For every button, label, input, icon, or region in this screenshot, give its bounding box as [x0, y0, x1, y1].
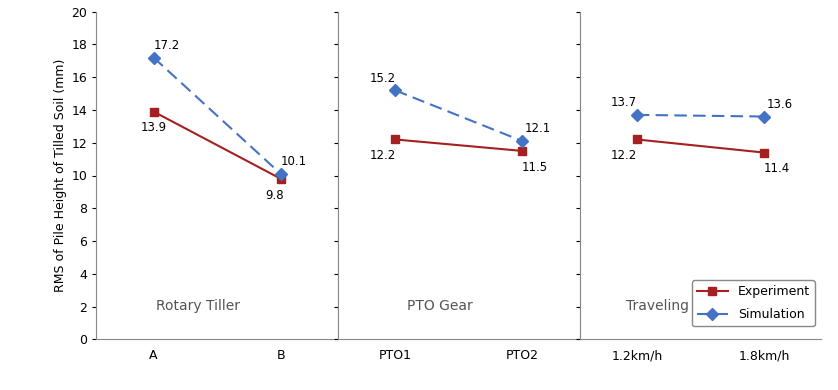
Text: 15.2: 15.2 [370, 72, 396, 85]
Text: Rotary Tiller: Rotary Tiller [156, 299, 241, 313]
Text: PTO Gear: PTO Gear [407, 299, 473, 313]
Text: 10.1: 10.1 [281, 155, 307, 168]
Text: 13.9: 13.9 [141, 121, 167, 135]
Y-axis label: RMS of Pile Height of Tilled Soil (mm): RMS of Pile Height of Tilled Soil (mm) [54, 59, 67, 292]
Text: 9.8: 9.8 [265, 189, 284, 202]
Text: 17.2: 17.2 [153, 39, 179, 52]
Text: 11.4: 11.4 [763, 162, 790, 176]
Text: 12.2: 12.2 [370, 149, 396, 162]
Legend: Experiment, Simulation: Experiment, Simulation [691, 280, 815, 326]
Text: 11.5: 11.5 [522, 161, 548, 174]
Text: 13.7: 13.7 [611, 96, 637, 109]
Text: 13.6: 13.6 [766, 98, 793, 111]
Text: 12.2: 12.2 [611, 149, 637, 162]
Text: 12.1: 12.1 [525, 122, 551, 135]
Text: Traveling Speed: Traveling Speed [626, 299, 737, 313]
